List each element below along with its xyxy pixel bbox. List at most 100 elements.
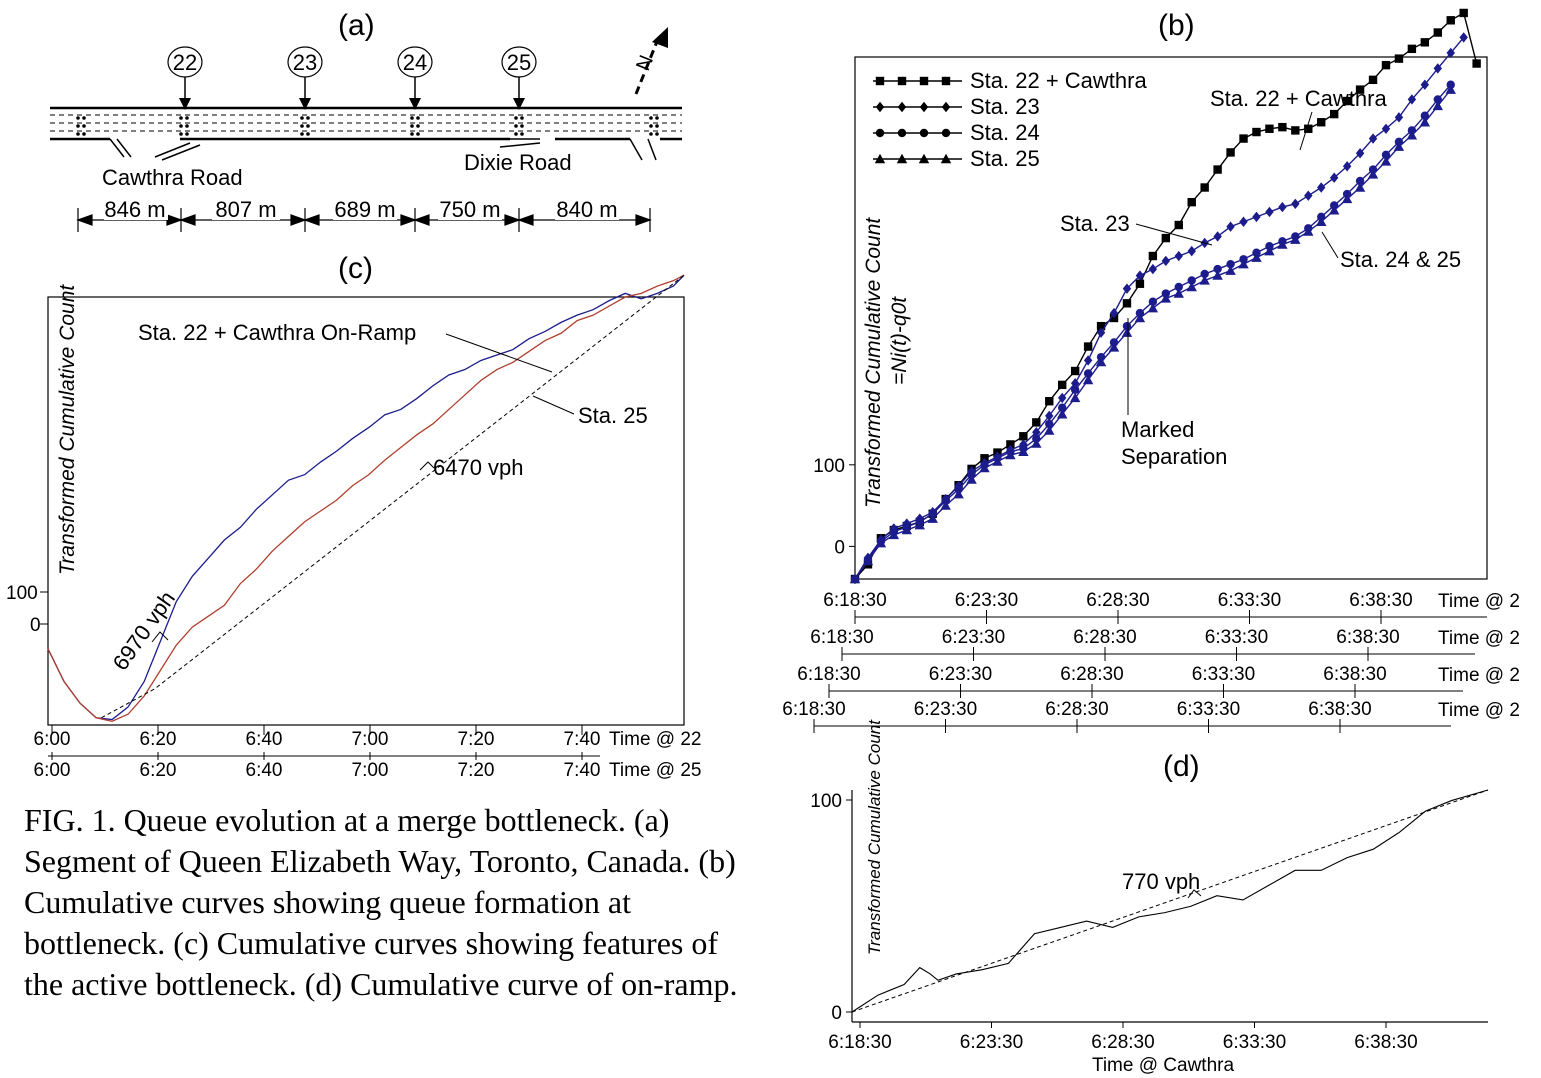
data-point-sta-24 bbox=[1200, 269, 1209, 279]
detector-dots-24 bbox=[410, 116, 420, 136]
data-point-sta-22-cawthra bbox=[1200, 183, 1209, 192]
x-tick-label-d: 6:33:30 bbox=[1223, 1032, 1286, 1053]
x-tick-label-d: 6:28:30 bbox=[1091, 1032, 1154, 1053]
data-point-sta-25 bbox=[1121, 327, 1133, 337]
data-point-sta-25 bbox=[1251, 252, 1262, 262]
x-tick-label-c: 6:00 bbox=[34, 760, 71, 781]
panel-d-label: (d) bbox=[1163, 750, 1200, 783]
annot-c-6470: 6470 vph bbox=[433, 455, 524, 480]
data-point-sta-23 bbox=[1213, 231, 1222, 242]
legend-label: Sta. 22 + Cawthra bbox=[970, 68, 1147, 93]
x-tick-label-c: 6:20 bbox=[140, 760, 177, 781]
data-point-sta-23 bbox=[1032, 426, 1041, 438]
data-point-sta-22-cawthra bbox=[1342, 96, 1352, 106]
x-tick-label-b: 6:23:30 bbox=[929, 664, 992, 685]
data-point-sta-24 bbox=[1355, 176, 1365, 186]
data-point-sta-23 bbox=[1329, 172, 1339, 183]
data-point-sta-25 bbox=[1406, 130, 1418, 140]
distance-807: 807 m bbox=[215, 197, 276, 222]
data-point-sta-23 bbox=[1317, 182, 1326, 193]
data-point-sta-22-cawthra bbox=[1291, 126, 1300, 135]
legend-marker bbox=[919, 101, 929, 113]
legend-marker bbox=[897, 76, 907, 86]
data-point-sta-24 bbox=[1122, 321, 1132, 331]
station-24-label: 24 bbox=[403, 50, 427, 75]
panel-d: (d) 100 0 6:18:30 6:23:30 6:28:30 6:33:30 6:38… bbox=[810, 719, 1489, 1076]
annot-c-6970: 6970 vph bbox=[108, 586, 180, 674]
data-point-sta-22-cawthra bbox=[1381, 60, 1391, 70]
data-point-sta-25 bbox=[1108, 342, 1120, 352]
station-24-marker: 24 bbox=[397, 46, 433, 110]
data-point-sta-22-cawthra bbox=[1032, 418, 1041, 427]
axes-layer-b: 0 100 6:18:30 6:23:30 6:28:30 6:33:30 6:38:30 T… bbox=[782, 456, 1520, 733]
x-tick-label-c: 6:00 bbox=[34, 729, 71, 750]
x-tick-label-c: 6:40 bbox=[246, 729, 283, 750]
data-point-sta-23 bbox=[1161, 255, 1171, 267]
legend-marker bbox=[941, 101, 951, 113]
legend-marker bbox=[875, 101, 885, 113]
x-tick-label-b: 6:28:30 bbox=[1060, 664, 1123, 685]
data-point-sta-24 bbox=[1148, 297, 1158, 306]
detector-dots-downstream bbox=[649, 116, 659, 136]
ylabel-d-text: Transformed Cumulative Count bbox=[865, 719, 884, 955]
data-point-sta-22-cawthra bbox=[1058, 380, 1067, 390]
data-point-sta-24 bbox=[1433, 95, 1442, 104]
legend-marker bbox=[941, 128, 951, 138]
data-point-sta-22-cawthra bbox=[1420, 38, 1430, 47]
leader-c-sta25 bbox=[532, 395, 575, 415]
data-point-sta-25 bbox=[1057, 409, 1068, 419]
data-point-sta-23 bbox=[1368, 133, 1378, 144]
data-point-sta-24 bbox=[1187, 276, 1196, 285]
data-point-sta-22-cawthra bbox=[1239, 134, 1248, 143]
data-point-sta-22-cawthra bbox=[1213, 165, 1222, 174]
x-tick-label-b: 6:18:30 bbox=[810, 627, 873, 648]
panel-b: (b) 0 100 6:18:30 6:23:30 6:28:30 6:33:30 6:38… bbox=[782, 8, 1520, 733]
data-point-sta-25 bbox=[1393, 141, 1405, 151]
data-point-sta-25 bbox=[1354, 182, 1366, 192]
slope-mark-d bbox=[1187, 889, 1202, 899]
data-point-sta-25 bbox=[1134, 312, 1146, 323]
data-point-sta-22-cawthra bbox=[1394, 54, 1404, 63]
data-point-sta-23 bbox=[1407, 94, 1417, 105]
x-tick-label-b: 6:33:30 bbox=[1192, 664, 1255, 685]
data-point-sta-24 bbox=[1058, 403, 1067, 412]
data-point-sta-23 bbox=[1174, 250, 1183, 262]
legend-label: Sta. 24 bbox=[970, 120, 1040, 145]
station-23-label: 23 bbox=[293, 50, 317, 75]
figure-caption: FIG. 1. Queue evolution at a merge bottl… bbox=[24, 800, 754, 1005]
data-point-sta-25 bbox=[966, 474, 977, 484]
annot-c-sta25: Sta. 25 bbox=[578, 403, 648, 428]
data-point-sta-25 bbox=[1316, 216, 1327, 226]
distance-750: 750 m bbox=[439, 197, 500, 222]
data-point-sta-25 bbox=[888, 529, 900, 540]
data-point-sta-24 bbox=[1174, 282, 1183, 292]
legend-marker bbox=[940, 153, 952, 164]
data-point-sta-22-cawthra bbox=[1226, 148, 1235, 157]
x-tick-label-c: 7:20 bbox=[458, 760, 495, 781]
ylabel-d: Transformed Cumulative Count bbox=[865, 719, 884, 955]
data-point-sta-23 bbox=[1045, 410, 1054, 422]
data-point-sta-25 bbox=[1277, 239, 1288, 249]
data-point-sta-23 bbox=[1394, 112, 1404, 123]
x-tick-label-b: 6:18:30 bbox=[823, 590, 886, 611]
ylabel-b-formula: =Ni(t)-q0t bbox=[888, 296, 911, 385]
data-point-sta-22-cawthra bbox=[1122, 299, 1132, 308]
station-22-marker: 22 bbox=[167, 46, 203, 110]
series-line-c-0 bbox=[47, 274, 685, 721]
series-line-d bbox=[851, 789, 1489, 1013]
series-line-c-1 bbox=[47, 274, 685, 723]
data-point-sta-25 bbox=[1445, 84, 1456, 94]
data-point-sta-23 bbox=[1226, 221, 1235, 232]
x-axis-label-c: Time @ 25 bbox=[609, 760, 702, 781]
data-point-sta-23 bbox=[1058, 392, 1067, 404]
y-tick-label-d: 0 bbox=[831, 1003, 842, 1024]
data-point-sta-25 bbox=[927, 513, 938, 523]
data-point-sta-22-cawthra bbox=[1096, 321, 1106, 331]
data-point-sta-22-cawthra bbox=[1045, 396, 1054, 406]
data-point-sta-23 bbox=[1070, 378, 1080, 389]
data-point-sta-25 bbox=[914, 519, 925, 530]
x-tick-label-b: 6:28:30 bbox=[1073, 627, 1136, 648]
data-point-sta-22-cawthra bbox=[1459, 8, 1468, 18]
data-point-sta-23 bbox=[1446, 47, 1455, 59]
